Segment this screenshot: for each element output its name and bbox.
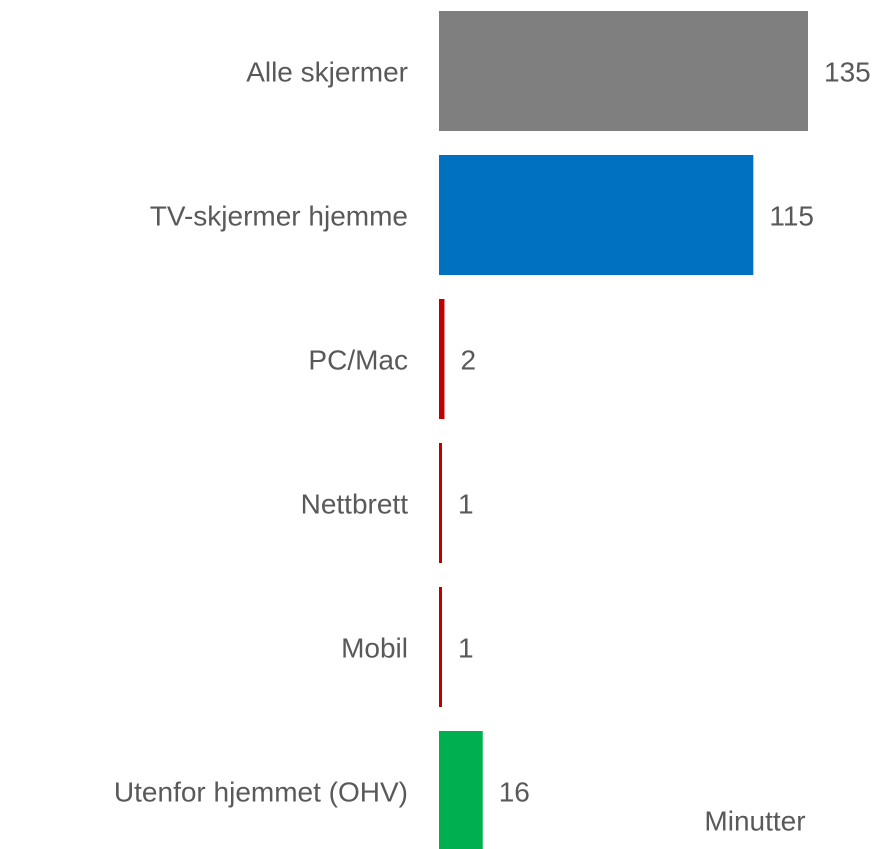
bar [439, 11, 808, 131]
value-label: 16 [499, 776, 530, 807]
bar [439, 587, 442, 707]
category-label: Alle skjermer [246, 56, 408, 87]
bar [439, 731, 483, 849]
bar [439, 443, 442, 563]
category-label: Nettbrett [301, 488, 409, 519]
bar [439, 155, 754, 275]
category-label: Mobil [341, 632, 408, 663]
category-label: TV-skjermer hjemme [150, 200, 408, 231]
bar [439, 299, 445, 419]
value-label: 1 [458, 632, 474, 663]
category-label: PC/Mac [308, 344, 408, 375]
value-label: 135 [824, 56, 871, 87]
value-label: 1 [458, 488, 474, 519]
value-label: 115 [769, 200, 814, 231]
x-axis-label: Minutter [704, 805, 805, 836]
category-label: Utenfor hjemmet (OHV) [114, 776, 408, 807]
value-label: 2 [460, 344, 476, 375]
